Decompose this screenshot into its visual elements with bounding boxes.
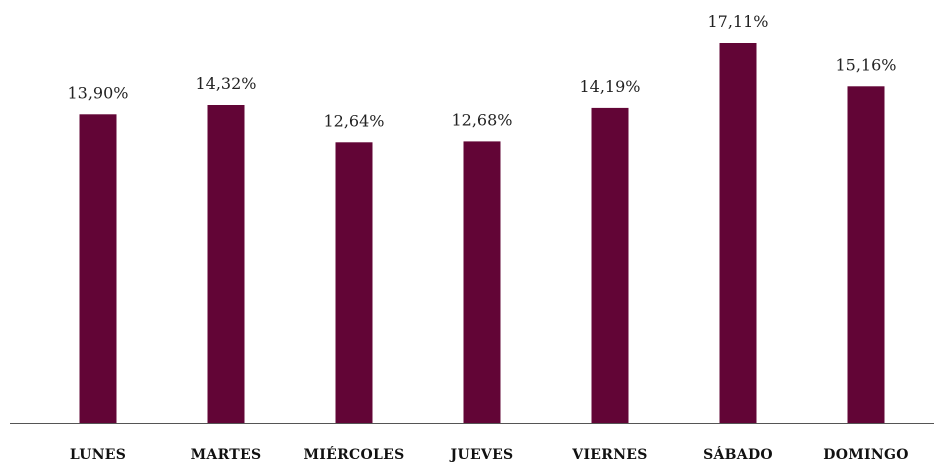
value-label: 12,64%	[323, 111, 384, 130]
bar-miércoles	[335, 142, 373, 424]
bar-martes	[207, 105, 245, 423]
category-label: SÁBADO	[703, 445, 773, 462]
value-labels-group: 13,90% 14,32% 12,64% 12,68% 14,19% 17,11% 15,1…	[67, 12, 896, 130]
category-label: JUEVES	[449, 447, 514, 462]
category-label: LUNES	[70, 447, 126, 462]
value-label: 17,11%	[707, 12, 768, 31]
category-label: DOMINGO	[823, 447, 908, 462]
category-label: VIERNES	[571, 447, 647, 462]
category-label: MIÉRCOLES	[303, 445, 404, 462]
bars-group	[79, 43, 885, 424]
bar-domingo	[847, 86, 885, 424]
category-labels-group: LUNES MARTES MIÉRCOLES JUEVES VIERNES SÁBADO D…	[70, 445, 909, 462]
category-label: MARTES	[191, 447, 262, 462]
bar-jueves	[463, 141, 501, 423]
value-label: 14,19%	[579, 77, 640, 96]
value-label: 14,32%	[195, 74, 256, 93]
value-label: 12,68%	[451, 110, 512, 129]
value-label: 13,90%	[67, 83, 128, 102]
bar-viernes	[591, 107, 629, 424]
bar-sábado	[719, 43, 757, 423]
value-label: 15,16%	[835, 55, 896, 74]
bar-lunes	[79, 114, 117, 424]
